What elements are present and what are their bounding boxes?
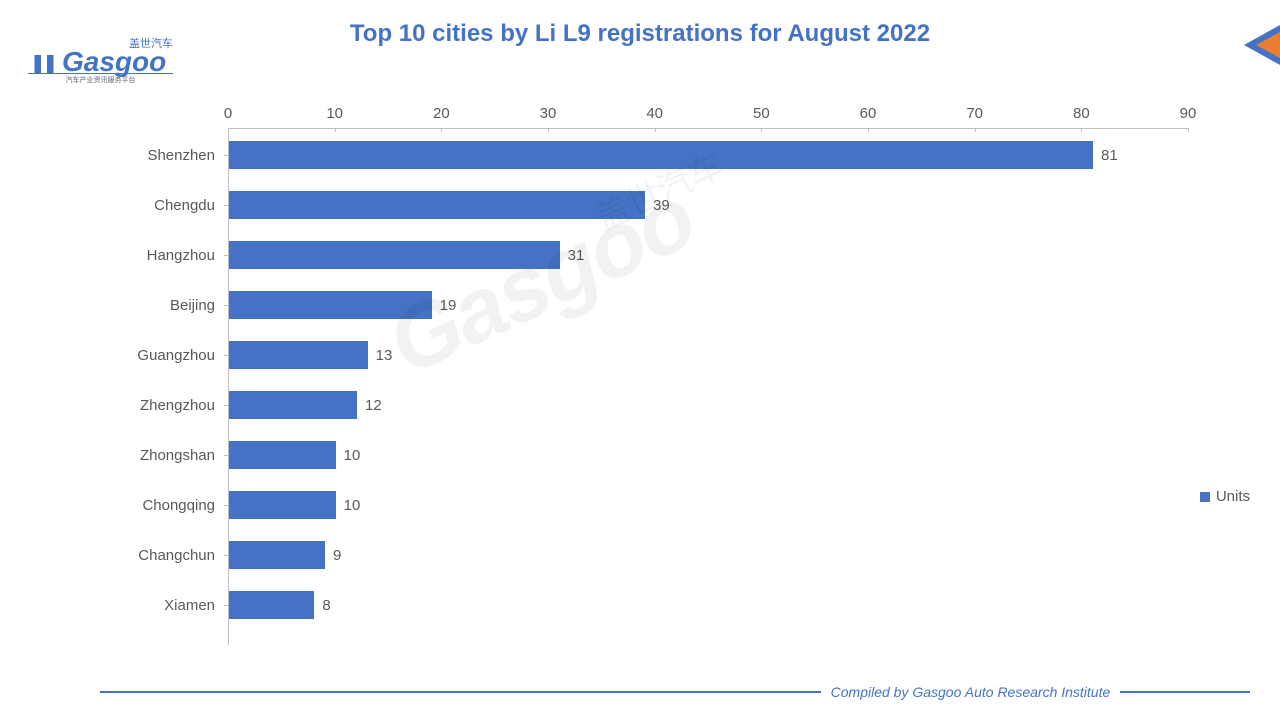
category-label: Xiamen [164, 597, 229, 614]
bar [229, 591, 314, 619]
bar-value: 12 [365, 397, 382, 414]
legend-label: Units [1216, 488, 1250, 505]
category-label: Chongqing [142, 497, 229, 514]
category-label: Chengdu [154, 197, 229, 214]
category-label: Guangzhou [137, 347, 229, 364]
bar-row: Guangzhou13 [229, 341, 1188, 369]
footer-line-right [1120, 691, 1250, 693]
bar-value: 39 [653, 197, 670, 214]
x-tick: 50 [753, 105, 770, 122]
footer-text: Compiled by Gasgoo Auto Research Institu… [821, 684, 1121, 700]
bar-row: Shenzhen81 [229, 141, 1188, 169]
category-label: Zhengzhou [140, 397, 229, 414]
bar-value: 19 [440, 297, 457, 314]
brand-logo: 盖世汽车 Gasgoo 汽车产业资讯服务平台 [28, 35, 173, 85]
bar [229, 191, 645, 219]
x-tick: 80 [1073, 105, 1090, 122]
bar [229, 141, 1093, 169]
bar-row: Chongqing10 [229, 491, 1188, 519]
legend: Units [1200, 488, 1250, 505]
x-tick: 60 [860, 105, 877, 122]
x-tick: 20 [433, 105, 450, 122]
logo-brand: Gasgoo [28, 51, 173, 73]
legend-swatch [1200, 492, 1210, 502]
bar-value: 8 [322, 597, 330, 614]
x-tick: 40 [646, 105, 663, 122]
bar-value: 10 [344, 447, 361, 464]
x-tick: 0 [224, 105, 232, 122]
bar [229, 291, 432, 319]
bar-value: 13 [376, 347, 393, 364]
corner-arrow-icon [1232, 25, 1280, 65]
bar-row: Changchun9 [229, 541, 1188, 569]
bars-region: Shenzhen81 Chengdu39 Hangzhou31 Beijing19 Gu… [228, 129, 1188, 645]
bar-row: Hangzhou31 [229, 241, 1188, 269]
bar [229, 391, 357, 419]
bar [229, 541, 325, 569]
x-tick: 70 [966, 105, 983, 122]
bar [229, 241, 560, 269]
bar [229, 441, 336, 469]
bar-row: Zhongshan10 [229, 441, 1188, 469]
category-label: Hangzhou [147, 247, 229, 264]
bar-value: 81 [1101, 147, 1118, 164]
footer-line-left [100, 691, 821, 693]
bar [229, 341, 368, 369]
x-axis: 0102030405060708090 [228, 105, 1188, 129]
x-tick: 10 [326, 105, 343, 122]
chart-area: 0102030405060708090 Shenzhen81Chengdu39H… [228, 105, 1188, 645]
bar-value: 31 [568, 247, 585, 264]
chart-title: Top 10 cities by Li L9 registrations for… [0, 0, 1280, 48]
bar-value: 9 [333, 547, 341, 564]
bar-row: Beijing19 [229, 291, 1188, 319]
bar [229, 491, 336, 519]
category-label: Zhongshan [140, 447, 229, 464]
bar-row: Zhengzhou12 [229, 391, 1188, 419]
category-label: Changchun [138, 547, 229, 564]
x-tick: 90 [1180, 105, 1197, 122]
category-label: Beijing [170, 297, 229, 314]
bar-row: Chengdu39 [229, 191, 1188, 219]
category-label: Shenzhen [147, 147, 229, 164]
bar-row: Xiamen8 [229, 591, 1188, 619]
bar-value: 10 [344, 497, 361, 514]
x-tick: 30 [540, 105, 557, 122]
footer: Compiled by Gasgoo Auto Research Institu… [100, 684, 1250, 700]
